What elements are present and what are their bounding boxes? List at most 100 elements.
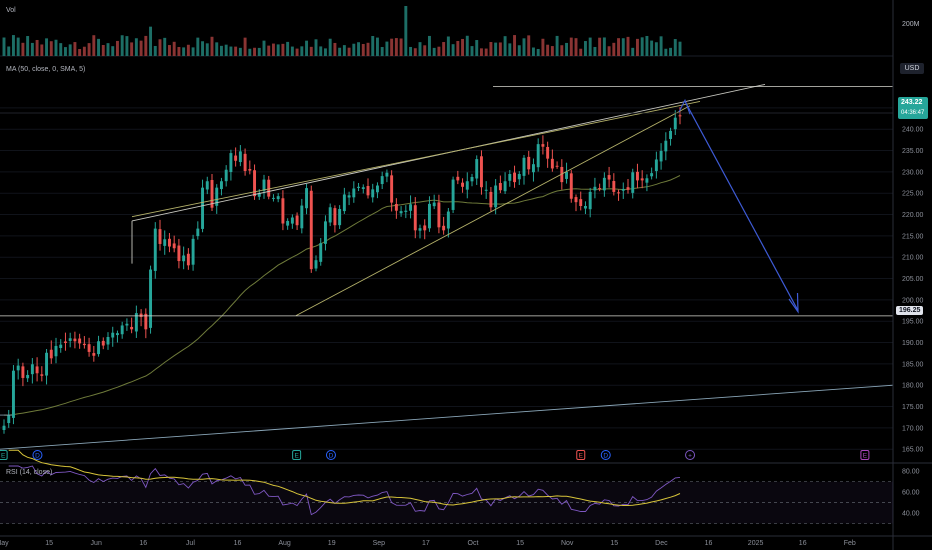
candle-body: [621, 188, 625, 191]
volume-bar: [465, 35, 469, 56]
ma-legend[interactable]: MA (50, close, 0, SMA, 5): [6, 66, 86, 73]
rsi-tick-label: 60.00: [902, 490, 920, 497]
volume-bar: [87, 43, 91, 56]
volume-bar: [328, 38, 332, 56]
time-tick-label: Aug: [278, 540, 291, 547]
volume-bar: [82, 46, 86, 56]
event-marker: [32, 450, 43, 460]
candle-body: [333, 208, 337, 226]
candle-body: [177, 245, 181, 262]
candle-body: [361, 187, 365, 190]
candle-body: [257, 193, 261, 197]
rsi-legend[interactable]: RSI (14, close): [6, 469, 53, 476]
candle-body: [30, 364, 34, 375]
volume-bar: [371, 36, 375, 56]
candle-body: [664, 140, 668, 152]
candle-body: [271, 197, 275, 199]
rsi-ma-line: [8, 449, 681, 506]
time-tick-label: 15: [45, 540, 53, 547]
volume-legend[interactable]: Vol: [6, 7, 16, 14]
event-marker-label: +: [688, 453, 692, 460]
candle-body: [158, 229, 162, 244]
candle-body: [219, 181, 223, 190]
time-tick-label: 17: [422, 540, 430, 547]
candle-body: [7, 415, 11, 424]
volume-bar: [375, 37, 379, 56]
candle-body: [309, 190, 313, 270]
candle-body: [678, 115, 682, 117]
candle-body: [139, 313, 143, 317]
currency-label[interactable]: USD: [900, 63, 924, 74]
rsi-tick-label: 80.00: [902, 469, 920, 476]
volume-bar: [234, 46, 238, 56]
volume-bar: [134, 38, 138, 56]
candle-body: [494, 185, 498, 208]
long-trend-line: [0, 384, 894, 450]
candle-body: [413, 205, 417, 231]
volume-bar: [659, 36, 663, 56]
volume-bar: [257, 47, 261, 56]
volume-bar: [7, 46, 11, 56]
volume-bar: [295, 48, 299, 56]
candle-body: [470, 176, 474, 182]
candle-body: [503, 181, 507, 192]
event-marker: [0, 450, 8, 460]
volume-bar: [461, 38, 465, 56]
candle-body: [115, 333, 119, 336]
candle-body: [68, 338, 72, 341]
support-price-tag: 196.25: [896, 306, 924, 315]
volume-bar: [21, 42, 25, 56]
candle-body: [63, 341, 67, 343]
time-axis[interactable]: May 15 Jun 16 Jul 16 Aug 19 Sep 17 Oct 15 Nov 15 Dec 16…: [0, 535, 932, 547]
volume-bar: [479, 48, 483, 56]
volume-bar: [229, 46, 233, 56]
volume-bar: [380, 47, 384, 56]
candle-body: [484, 189, 488, 191]
ma-line: [3, 175, 681, 416]
candle-body: [617, 192, 621, 194]
candle-body: [300, 205, 304, 229]
candle-body: [612, 181, 616, 192]
time-tick-label: 16: [139, 540, 147, 547]
candle-body: [527, 156, 531, 170]
volume-bar: [338, 47, 342, 56]
candle-body: [498, 183, 502, 191]
volume-bar: [508, 43, 512, 56]
volume-bar: [546, 44, 550, 56]
candle-body: [26, 374, 30, 379]
rsi-tick-label: 40.00: [902, 511, 920, 518]
volume-bar: [144, 35, 148, 56]
volume-bar: [238, 47, 242, 56]
time-tick-label: 16: [705, 540, 713, 547]
candle-body: [286, 220, 290, 226]
volume-bar: [494, 42, 498, 56]
candle-body: [59, 344, 63, 349]
candle-body: [196, 228, 200, 237]
price-candles: [2, 107, 682, 434]
candle-body: [390, 175, 394, 203]
candle-body: [120, 325, 124, 335]
candle-body: [654, 159, 658, 172]
event-marker: [685, 450, 696, 460]
candle-body: [446, 211, 450, 229]
candle-body: [45, 352, 49, 376]
candle-body: [144, 313, 148, 330]
event-marker-label: D: [329, 453, 334, 460]
volume-bar: [172, 41, 176, 56]
candle-body: [461, 182, 465, 187]
candle-body: [347, 195, 351, 198]
volume-bar: [451, 44, 455, 56]
volume-bar: [484, 48, 488, 56]
candle-body: [437, 202, 441, 228]
volume-bar: [617, 38, 621, 56]
price-axis[interactable]: 165.00 170.00 175.00 180.00 185.00 190.00 195.…: [892, 0, 924, 550]
candle-body: [598, 188, 602, 190]
candle-body: [423, 225, 427, 231]
price-tick-label: 215.00: [902, 233, 924, 240]
price-tick-label: 225.00: [902, 191, 924, 198]
volume-bars: [0, 6, 893, 57]
volume-bar: [45, 38, 49, 56]
event-marker: [576, 450, 586, 460]
volume-bar: [125, 36, 129, 56]
